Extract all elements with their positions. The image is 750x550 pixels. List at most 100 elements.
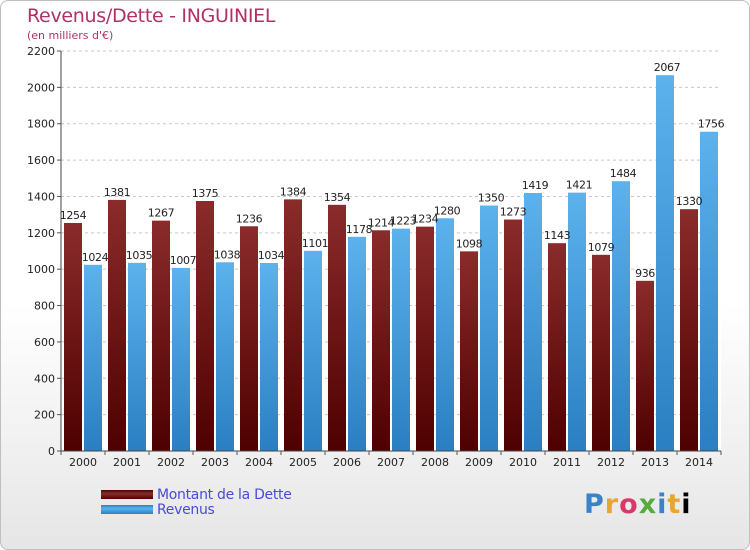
bar-dette [328,204,346,451]
y-tick-label: 1600 [27,154,55,167]
x-tick-label: 2013 [641,456,669,469]
x-tick-label: 2008 [421,456,449,469]
proxiti-logo: Proxiti [584,489,692,520]
data-label-revenus: 1024 [82,251,109,264]
chart-subtitle: (en milliers d'€) [27,29,114,42]
data-label-dette: 1143 [544,229,571,242]
data-label-revenus: 1280 [434,204,461,217]
bar-dette [284,199,302,451]
data-label-dette: 1375 [192,187,219,200]
bar-revenus [436,218,454,451]
legend-label-revenus: Revenus [157,501,215,518]
bar-dette [196,201,214,451]
data-label-dette: 936 [635,267,655,280]
bar-revenus [260,263,278,451]
y-tick-label: 600 [34,336,55,349]
axes: 0 200 400 600 800 1000 1200 1400 1600 1800 2000 220… [27,45,722,469]
data-label-revenus: 1178 [346,223,373,236]
bars [64,75,718,452]
x-tick-label: 2000 [69,456,97,469]
x-tick-label: 2007 [377,456,405,469]
data-label-revenus: 1419 [522,179,549,192]
y-tick-label: 2000 [27,81,55,94]
bar-revenus [128,262,146,451]
bar-dette [592,254,610,451]
y-tick-label: 200 [34,409,55,422]
x-tick-label: 2010 [509,456,537,469]
bar-dette [108,199,126,451]
grid [61,50,721,452]
plot-area [61,51,721,451]
y-tick-label: 800 [34,300,55,313]
data-label-dette: 1354 [324,191,351,204]
x-tick-label: 2012 [597,456,625,469]
bar-dette [152,220,170,451]
y-tick-label: 1800 [27,118,55,131]
data-label-dette: 1330 [676,195,703,208]
data-label-revenus: 1034 [258,249,285,262]
data-label-revenus: 1101 [302,237,328,250]
bar-revenus [700,131,718,451]
data-label-revenus: 1035 [126,249,153,262]
bar-revenus [480,205,498,451]
bar-revenus [656,75,674,451]
data-label-revenus: 1756 [698,118,725,131]
legend-label-dette: Montant de la Dette [157,486,292,503]
legend-swatch-revenus [101,505,153,514]
data-label-revenus: 1038 [214,248,241,261]
legend-item-dette: Montant de la Dette [101,486,292,503]
bar-dette [680,209,698,451]
data-label-dette: 1384 [280,185,307,198]
bar-revenus [524,193,542,451]
bar-revenus [612,181,630,451]
bar-dette [636,280,654,451]
x-tick-label: 2004 [245,456,273,469]
data-label-dette: 1234 [412,213,439,226]
data-label-revenus: 2067 [654,61,681,74]
data-label-revenus: 1421 [566,179,592,192]
data-label-dette: 1098 [456,237,483,250]
x-tick-label: 2006 [333,456,361,469]
y-tick-label: 1200 [27,227,55,240]
data-label-dette: 1079 [588,241,615,254]
bar-revenus [216,262,234,451]
x-tick-label: 2002 [157,456,185,469]
bar-dette [504,219,522,451]
bar-dette [548,243,566,451]
x-tick-label: 2005 [289,456,317,469]
x-tick-label: 2011 [553,456,581,469]
data-label-dette: 1381 [104,186,130,199]
data-label-dette: 1236 [236,212,263,225]
bar-dette [240,226,258,451]
y-tick-label: 400 [34,372,55,385]
y-tick-label: 1400 [27,190,55,203]
y-tick-label: 1000 [27,263,55,276]
data-labels: 1254 1024 1381 1035 1267 1007 1375 1038 1236 1034… [60,61,725,280]
y-tick-label: 2200 [27,45,55,58]
data-label-dette: 1267 [148,207,175,220]
bar-dette [64,223,82,451]
data-label-dette: 1273 [500,206,527,219]
legend: Montant de la Dette Revenus [101,486,292,518]
data-label-revenus: 1350 [478,192,505,205]
legend-swatch-dette [101,490,153,499]
legend-item-revenus: Revenus [101,501,292,518]
x-tick-label: 2001 [113,456,141,469]
data-label-revenus: 1007 [170,254,197,267]
data-label-revenus: 1484 [610,167,637,180]
x-tick-label: 2014 [685,456,713,469]
data-label-revenus: 1223 [390,215,417,228]
data-label-dette: 1214 [368,216,395,229]
x-tick-label: 2003 [201,456,229,469]
bar-dette [460,251,478,451]
bar-revenus [304,250,322,451]
chart-title: Revenus/Dette - INGUINIEL [27,5,276,27]
bar-revenus [172,267,190,451]
bar-revenus [348,236,366,451]
bar-revenus [84,264,102,451]
data-label-dette: 1254 [60,209,87,222]
bar-revenus [392,228,410,451]
x-tick-label: 2009 [465,456,493,469]
